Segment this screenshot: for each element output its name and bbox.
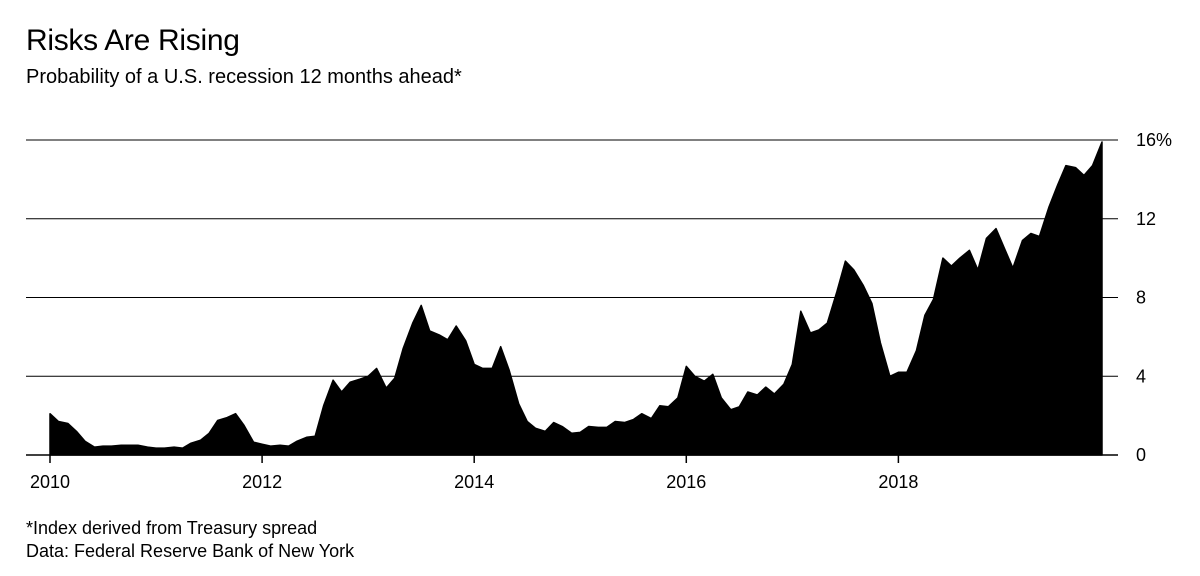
- y-tick-label: 16%: [1136, 130, 1172, 150]
- footnote: *Index derived from Treasury spread: [26, 518, 318, 538]
- chart-subtitle: Probability of a U.S. recession 12 month…: [26, 66, 462, 88]
- y-tick-label: 0: [1136, 445, 1146, 465]
- y-tick-label: 8: [1136, 288, 1146, 308]
- x-tick-label: 2010: [30, 472, 70, 492]
- x-tick-label: 2014: [454, 472, 494, 492]
- area-series: [49, 141, 1103, 456]
- x-tick-label: 2016: [666, 472, 706, 492]
- x-tick-label: 2012: [242, 472, 282, 492]
- area-series-fill: [49, 141, 1103, 456]
- source-note: Data: Federal Reserve Bank of New York: [26, 541, 355, 561]
- chart-title: Risks Are Rising: [26, 24, 240, 57]
- axes: 0 4 8 12 16% 2010 2012 2014 2016 2018: [30, 130, 1172, 492]
- x-tick-label: 2018: [878, 472, 918, 492]
- y-tick-label: 12: [1136, 209, 1156, 229]
- y-tick-label: 4: [1136, 366, 1146, 386]
